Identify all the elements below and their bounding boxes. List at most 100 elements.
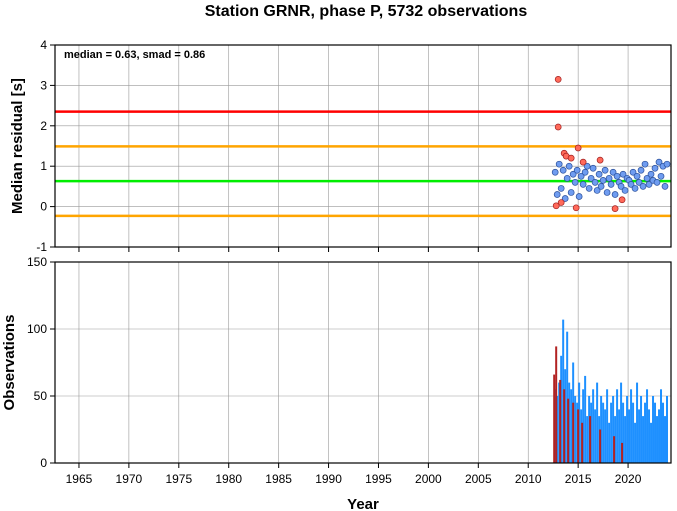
y-tick-label: -1 — [36, 240, 47, 254]
x-tick-label: 2005 — [465, 472, 492, 486]
y-tick-label: 150 — [27, 255, 47, 269]
x-tick-label: 1995 — [365, 472, 392, 486]
point — [603, 189, 611, 196]
bar — [646, 389, 649, 463]
y-axis-label: Observations — [1, 315, 18, 411]
point — [596, 156, 604, 164]
x-tick-label: 1980 — [215, 472, 242, 486]
y-tick-label: 1 — [40, 159, 47, 173]
bar — [592, 389, 595, 463]
y-tick-label: 50 — [34, 389, 48, 403]
point — [567, 154, 575, 162]
point — [575, 193, 583, 200]
point — [554, 75, 562, 83]
bar — [574, 396, 577, 463]
point — [629, 168, 637, 176]
point — [657, 172, 665, 180]
bar — [644, 402, 647, 463]
x-tick-label: 2015 — [565, 472, 592, 486]
point — [627, 181, 635, 188]
x-tick-label: 2020 — [615, 472, 642, 486]
point — [617, 183, 625, 190]
bar — [662, 402, 665, 463]
point — [579, 158, 587, 166]
point — [663, 160, 671, 168]
bar — [584, 375, 587, 463]
point — [557, 199, 565, 206]
bar — [589, 416, 592, 463]
point — [605, 174, 613, 182]
bar — [654, 402, 657, 463]
bar — [566, 331, 569, 463]
bar — [656, 416, 659, 463]
bar — [602, 402, 605, 463]
bar — [599, 429, 602, 463]
point — [554, 123, 562, 131]
point — [645, 181, 653, 188]
bar — [632, 402, 635, 463]
point — [557, 185, 565, 192]
point — [621, 187, 629, 194]
x-tick-label: 2010 — [515, 472, 542, 486]
point — [587, 174, 595, 182]
bar — [553, 374, 556, 463]
bar — [628, 409, 631, 463]
plot-frame — [54, 44, 672, 248]
point — [611, 205, 619, 212]
point — [551, 168, 559, 176]
point — [643, 174, 651, 182]
y-tick-label: 0 — [40, 200, 47, 214]
bar — [634, 422, 637, 463]
bar — [567, 398, 570, 463]
point — [574, 144, 582, 152]
bar — [642, 416, 645, 463]
point — [651, 164, 659, 172]
bar — [660, 389, 663, 463]
y-axis-label: Median residual [s] — [9, 78, 26, 214]
y-tick-label: 4 — [40, 38, 47, 52]
point — [631, 185, 639, 192]
point — [577, 172, 585, 180]
bar — [640, 396, 643, 463]
point — [573, 166, 581, 174]
point — [611, 191, 619, 198]
x-tick-label: 1990 — [315, 472, 342, 486]
bar — [596, 382, 599, 463]
bar — [586, 416, 589, 463]
x-tick-label: 1985 — [265, 472, 292, 486]
bar — [648, 409, 651, 463]
x-tick-label: 1975 — [165, 472, 192, 486]
bar — [620, 382, 623, 463]
point — [619, 170, 627, 178]
bar — [621, 442, 624, 463]
point — [561, 195, 569, 202]
point — [567, 189, 575, 196]
point — [595, 170, 603, 178]
bar — [652, 396, 655, 463]
point — [559, 166, 567, 174]
bar — [626, 396, 629, 463]
bar — [613, 436, 616, 463]
y-tick-label: 2 — [40, 119, 47, 133]
y-tick-label: 100 — [27, 322, 47, 336]
point — [635, 179, 643, 186]
bar — [664, 416, 667, 463]
x-tick-label: 2000 — [415, 472, 442, 486]
point — [639, 183, 647, 190]
point — [661, 183, 669, 190]
point — [655, 158, 663, 166]
bar — [563, 389, 566, 463]
point — [653, 179, 661, 186]
x-axis-label: Year — [347, 496, 379, 511]
point — [555, 160, 563, 168]
point — [597, 183, 605, 190]
point — [647, 170, 655, 178]
bar — [616, 389, 619, 463]
y-tick-label: 0 — [40, 456, 47, 470]
bar — [624, 416, 627, 463]
bar — [650, 422, 653, 463]
bar — [636, 382, 639, 463]
bar — [618, 409, 621, 463]
bar — [622, 402, 625, 463]
point — [637, 166, 645, 174]
